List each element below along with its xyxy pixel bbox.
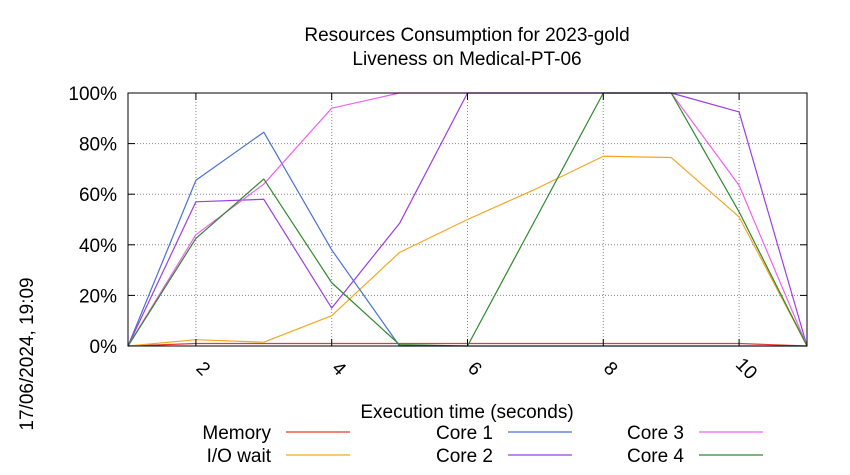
- y-tick-label: 40%: [79, 236, 117, 257]
- x-tick-label: 4: [327, 358, 350, 381]
- series-line-core-1: [127, 131, 807, 347]
- series-lines: [127, 92, 808, 347]
- x-tick-label: 6: [463, 358, 485, 380]
- x-tick-label: 8: [599, 358, 621, 380]
- chart-title-line-2: Liveness on Medical-PT-06: [352, 49, 581, 70]
- legend-label-core-3: Core 3: [627, 423, 684, 444]
- legend-label-core-1: Core 1: [436, 423, 493, 444]
- y-tick-label: 80%: [79, 135, 117, 156]
- x-axis-ticks: 2 4 6 8 10: [192, 93, 761, 384]
- legend-label-core-2: Core 2: [436, 446, 493, 467]
- y-tick-label: 0%: [90, 337, 118, 358]
- x-tick-label: 10: [731, 354, 761, 384]
- y-tick-label: 100%: [68, 84, 117, 105]
- x-tick-label: 2: [192, 358, 214, 380]
- y-axis-ticks: 0% 20% 40% 60% 80% 100%: [68, 84, 807, 358]
- chart-title-line-1: Resources Consumption for 2023-gold: [304, 25, 629, 46]
- timestamp-label: 17/06/2024, 19:09: [17, 277, 38, 430]
- legend-label-memory: Memory: [202, 423, 271, 444]
- legend-label-i-o-wait: I/O wait: [207, 446, 272, 467]
- y-tick-label: 60%: [79, 185, 117, 206]
- grid: [128, 93, 807, 346]
- y-tick-label: 20%: [79, 286, 117, 307]
- series-line-i-o-wait: [127, 155, 808, 347]
- plot-frame: [127, 92, 808, 347]
- legend-label-core-4: Core 4: [627, 446, 684, 467]
- x-axis-label: Execution time (seconds): [360, 402, 573, 423]
